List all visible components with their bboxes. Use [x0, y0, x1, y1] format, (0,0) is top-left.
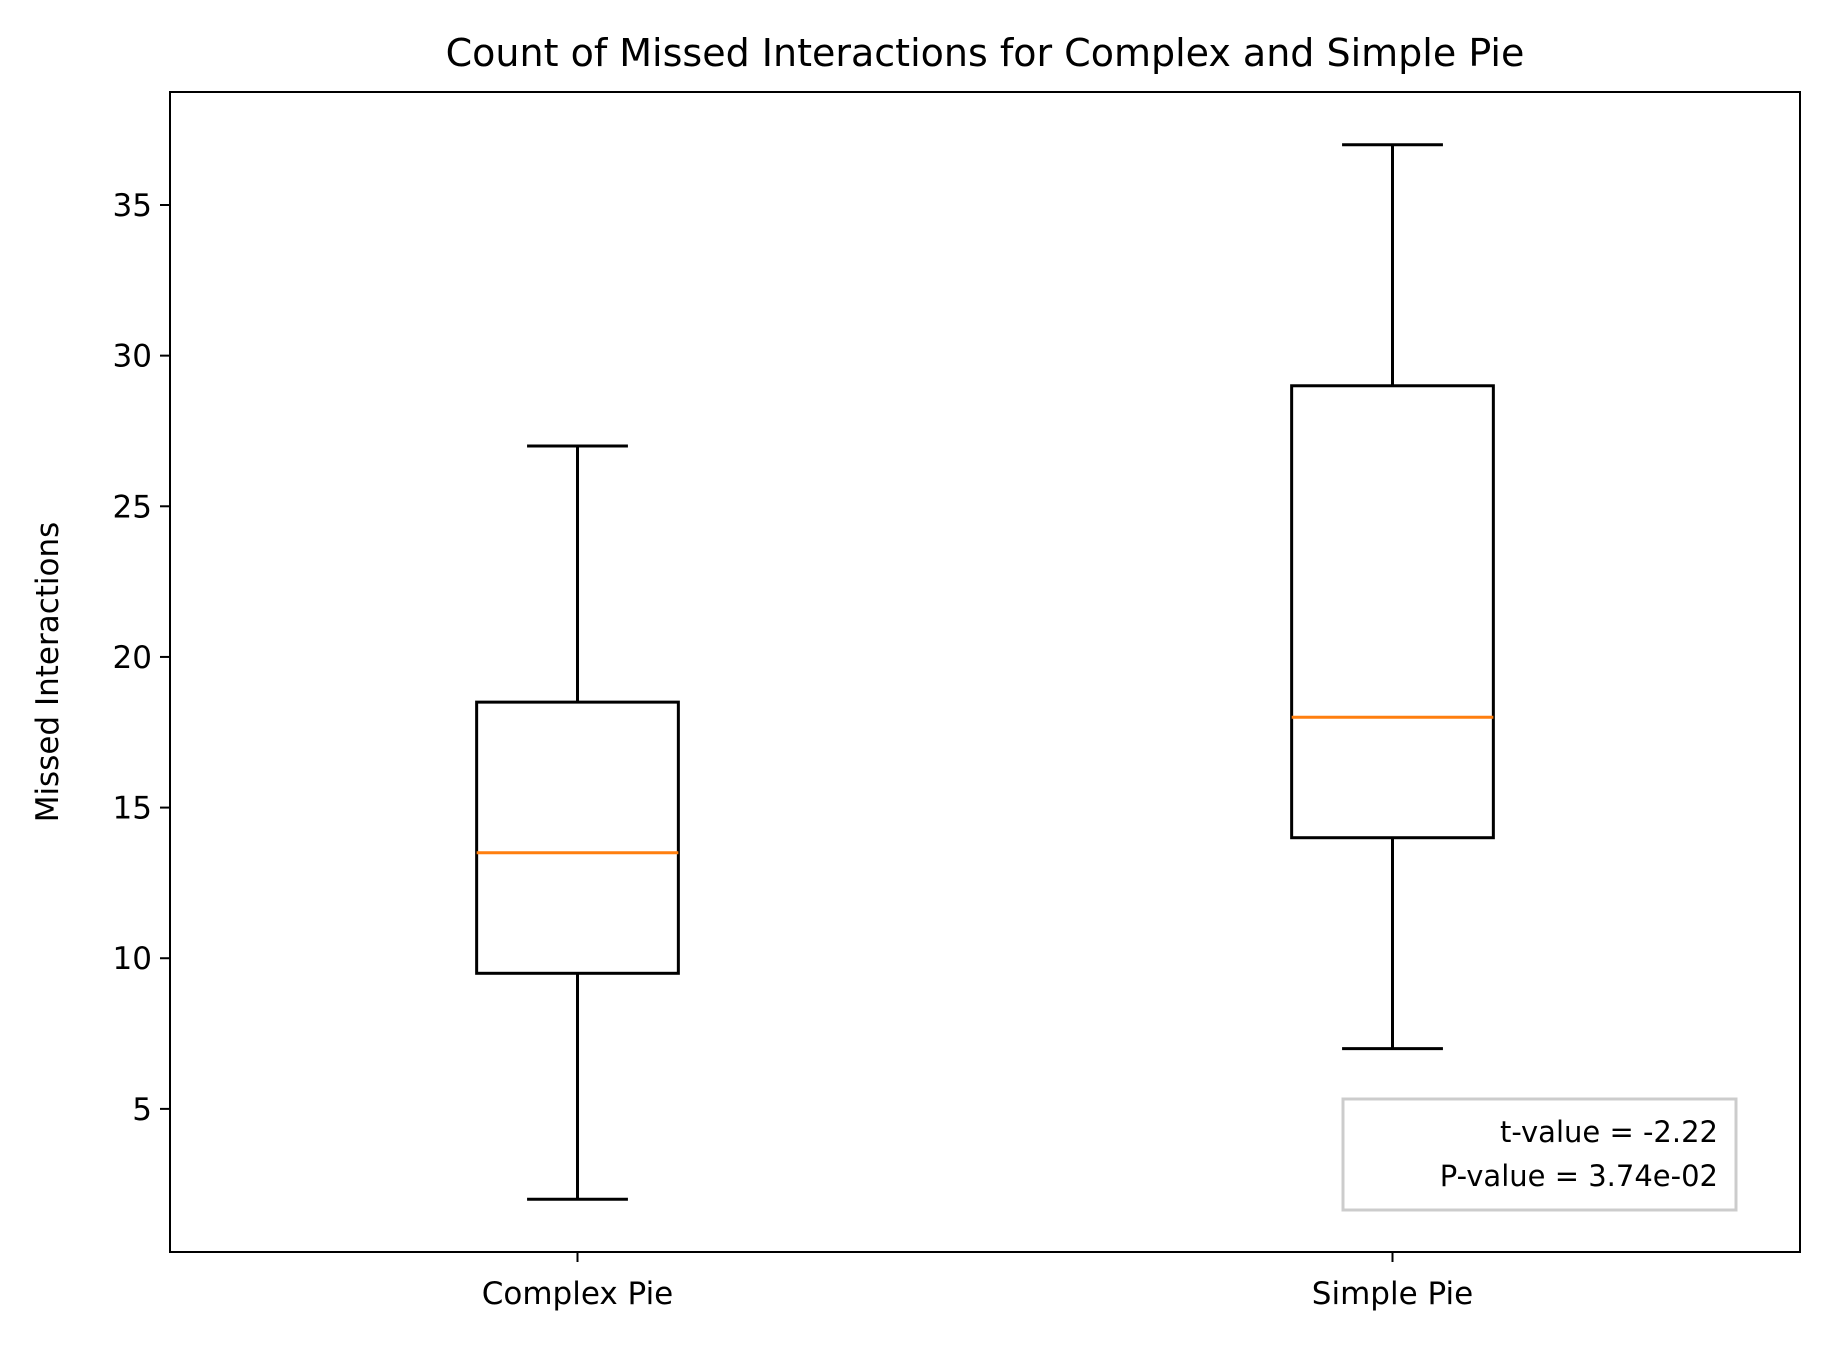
x-tick-label: Simple Pie — [1312, 1276, 1473, 1312]
t-value-text: t-value = -2.22 — [1500, 1115, 1718, 1149]
plot-frame — [169, 91, 1801, 1253]
y-tick-label: 10 — [113, 941, 152, 977]
iqr-box-simple-pie — [1290, 384, 1495, 840]
x-axis: Complex Pie Simple Pie — [482, 1252, 1473, 1312]
stats-annotation: t-value = -2.22 P-value = 3.74e-02 — [1341, 1097, 1738, 1212]
y-tick-label: 25 — [113, 489, 152, 525]
y-tick-label: 35 — [113, 188, 152, 224]
y-tick-label: 15 — [113, 791, 152, 827]
y-axis: 5 10 15 20 25 30 35 — [113, 188, 170, 1128]
plot-area — [475, 143, 1495, 1201]
box-simple-pie — [1290, 143, 1495, 1051]
box-complex-pie — [475, 444, 680, 1201]
iqr-box-complex-pie — [475, 700, 680, 975]
y-tick-label: 20 — [113, 640, 152, 676]
chart-title: Count of Missed Interactions for Complex… — [446, 31, 1525, 75]
annotation-background — [1341, 1097, 1738, 1212]
y-tick-label: 5 — [132, 1092, 152, 1128]
y-tick-label: 30 — [113, 339, 152, 375]
x-tick-label: Complex Pie — [482, 1276, 674, 1312]
p-value-text: P-value = 3.74e-02 — [1440, 1159, 1718, 1193]
y-axis-label: Missed Interactions — [30, 522, 66, 823]
